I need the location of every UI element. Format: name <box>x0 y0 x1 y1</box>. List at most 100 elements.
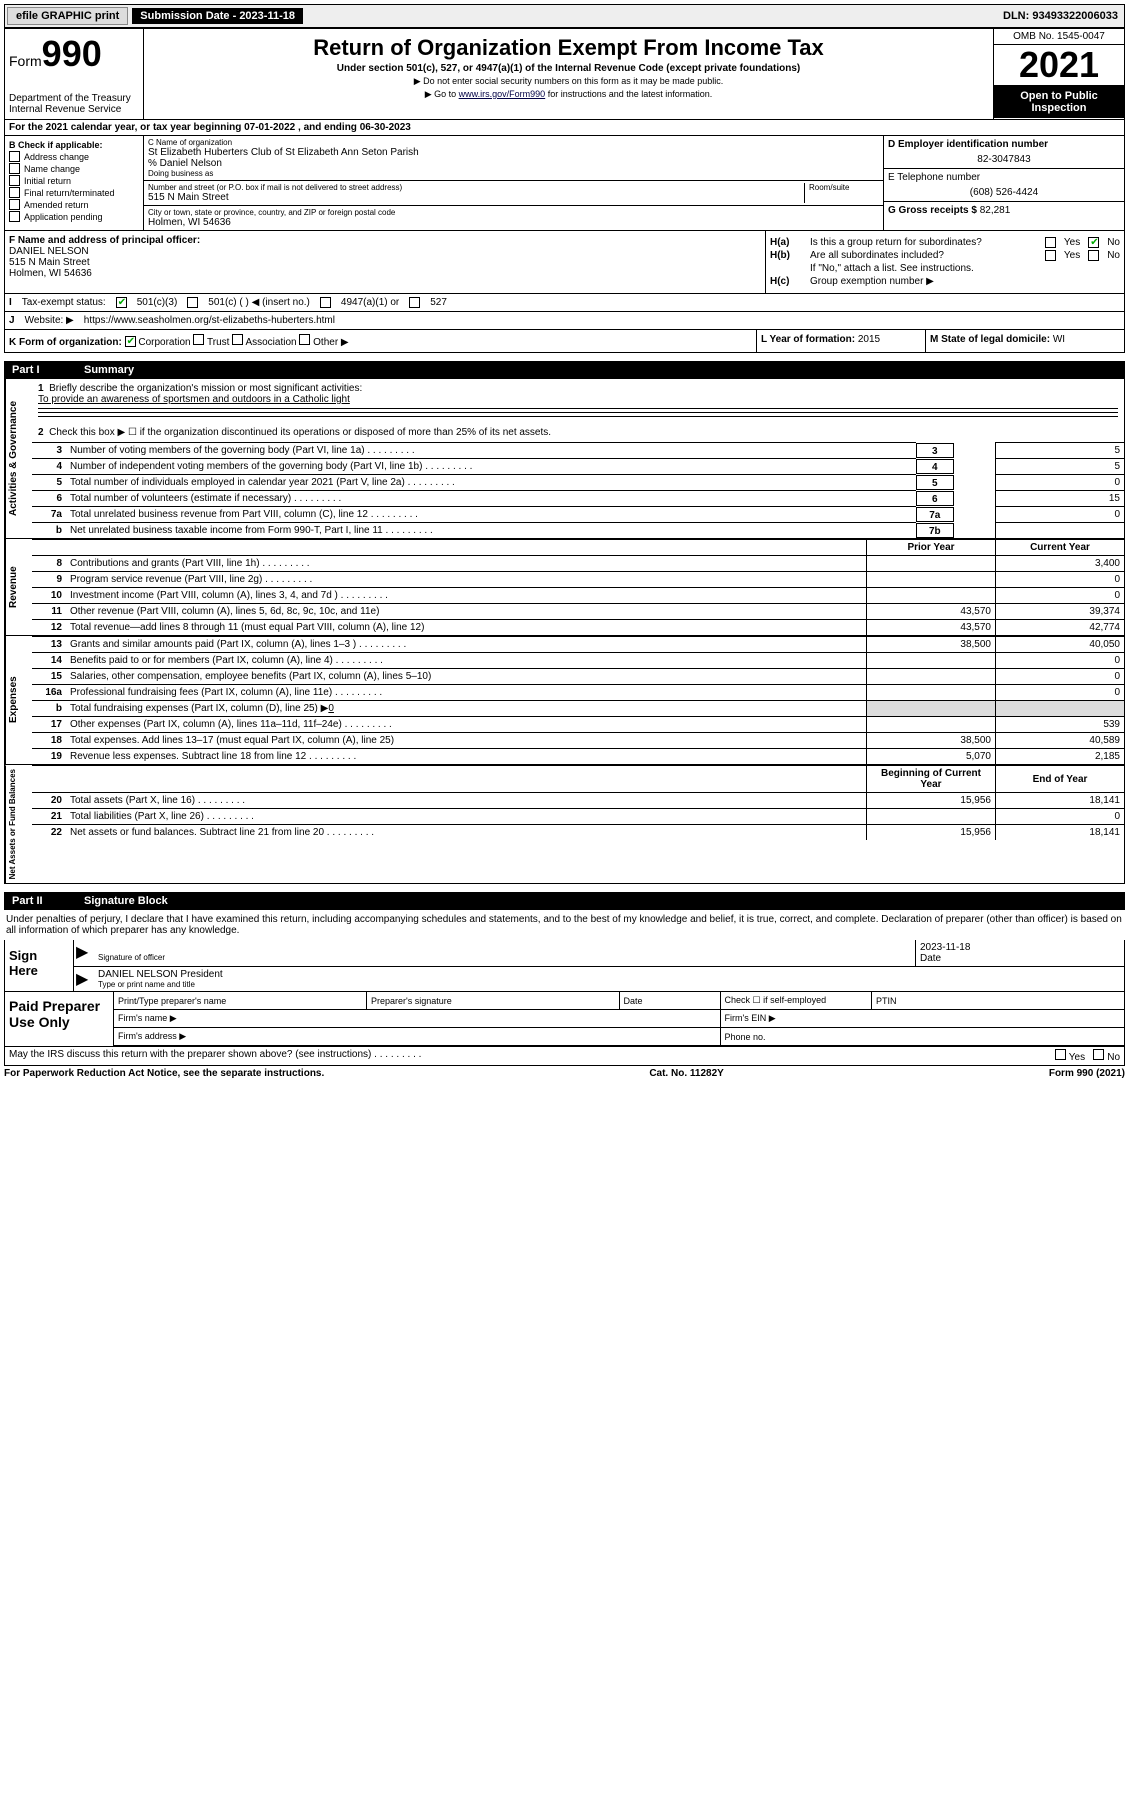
row-klm: K Form of organization: Corporation Trus… <box>4 330 1125 353</box>
chk-other[interactable] <box>299 334 310 345</box>
v18c: 40,589 <box>996 733 1125 749</box>
v10c: 0 <box>996 588 1125 604</box>
gross-receipts: 82,281 <box>980 205 1011 216</box>
officer-city: Holmen, WI 54636 <box>9 268 761 279</box>
v19p: 5,070 <box>867 749 996 765</box>
prep-date-hdr: Date <box>619 992 720 1010</box>
hb-no[interactable] <box>1088 250 1099 261</box>
row-ij: I Tax-exempt status: 501(c)(3) 501(c) ( … <box>4 294 1125 330</box>
part2-header: Part II Signature Block <box>4 892 1125 910</box>
line1-label: Briefly describe the organization's miss… <box>49 383 362 394</box>
street: 515 N Main Street <box>148 192 804 203</box>
dept-treasury: Department of the Treasury <box>9 93 139 104</box>
chk-501c3[interactable] <box>116 297 127 308</box>
form-title: Return of Organization Exempt From Incom… <box>152 35 985 61</box>
chk-527[interactable] <box>409 297 420 308</box>
phone: (608) 526-4424 <box>888 187 1120 198</box>
v20c: 18,141 <box>996 793 1125 809</box>
b-label: B Check if applicable: <box>9 140 139 150</box>
paid-table: Print/Type preparer's name Preparer's si… <box>114 992 1124 1046</box>
year-formation: 2015 <box>858 334 880 345</box>
chk-assoc[interactable] <box>232 334 243 345</box>
website: https://www.seasholmen.org/st-elizabeths… <box>84 315 335 326</box>
ha-text: Is this a group return for subordinates? <box>810 237 1045 248</box>
f-label: F Name and address of principal officer: <box>9 235 761 246</box>
ha-yes[interactable] <box>1045 237 1056 248</box>
chk-501c[interactable] <box>187 297 198 308</box>
note-ssn: ▶ Do not enter social security numbers o… <box>152 76 985 87</box>
v19c: 2,185 <box>996 749 1125 765</box>
c-name-label: C Name of organization <box>148 138 879 147</box>
discuss-yes[interactable] <box>1055 1049 1066 1060</box>
block-bcde: B Check if applicable: Address change Na… <box>4 136 1125 231</box>
chk-amended[interactable] <box>9 199 20 210</box>
revenue-section: Revenue Prior YearCurrent Year 8Contribu… <box>4 539 1125 636</box>
efile-button[interactable]: efile GRAPHIC print <box>7 7 128 25</box>
declaration: Under penalties of perjury, I declare th… <box>4 910 1125 940</box>
omb-number: OMB No. 1545-0047 <box>994 29 1124 45</box>
arrow-icon: ▶ <box>74 940 94 966</box>
officer-name: DANIEL NELSON <box>9 246 761 257</box>
v12p: 43,570 <box>867 620 996 636</box>
val-7a: 0 <box>996 507 1125 523</box>
chk-name[interactable] <box>9 163 20 174</box>
chk-4947[interactable] <box>320 297 331 308</box>
care-of: % Daniel Nelson <box>148 158 879 169</box>
v20p: 15,956 <box>867 793 996 809</box>
k-label: K Form of organization: <box>9 337 122 348</box>
revenue-table: Prior YearCurrent Year 8Contributions an… <box>32 539 1124 635</box>
header-left: Form 990 Department of the Treasury Inte… <box>5 29 144 119</box>
m-label: M State of legal domicile: <box>930 334 1050 345</box>
top-bar: efile GRAPHIC print Submission Date - 20… <box>4 4 1125 28</box>
hb-yes[interactable] <box>1045 250 1056 261</box>
irs-link[interactable]: www.irs.gov/Form990 <box>459 89 546 99</box>
discuss-no[interactable] <box>1093 1049 1104 1060</box>
org-name: St Elizabeth Huberters Club of St Elizab… <box>148 147 879 158</box>
irs-label: Internal Revenue Service <box>9 104 139 115</box>
firm-ein-label: Firm's EIN ▶ <box>720 1010 1124 1028</box>
firm-addr-label: Firm's address ▶ <box>114 1028 720 1046</box>
col-current: Current Year <box>996 540 1125 556</box>
col-de: D Employer identification number 82-3047… <box>883 136 1124 230</box>
chk-initial[interactable] <box>9 175 20 186</box>
ein: 82-3047843 <box>888 154 1120 165</box>
dln: DLN: 93493322006033 <box>1003 10 1122 22</box>
netassets-table: Beginning of Current YearEnd of Year 20T… <box>32 765 1124 840</box>
part1-body: Activities & Governance 1 Briefly descri… <box>4 379 1125 539</box>
tab-netassets: Net Assets or Fund Balances <box>5 765 32 883</box>
ha-no[interactable] <box>1088 237 1099 248</box>
v11c: 39,374 <box>996 604 1125 620</box>
val-4: 5 <box>996 459 1125 475</box>
firm-name-label: Firm's name ▶ <box>114 1010 720 1028</box>
col-boy: Beginning of Current Year <box>867 766 996 793</box>
prep-self-hdr: Check ☐ if self-employed <box>720 992 872 1010</box>
arrow-icon: ▶ <box>74 967 94 991</box>
v21c: 0 <box>996 809 1125 825</box>
hc-text: Group exemption number ▶ <box>810 276 1120 287</box>
chk-final[interactable] <box>9 187 20 198</box>
prep-ptin-hdr: PTIN <box>872 992 1125 1010</box>
chk-trust[interactable] <box>193 334 204 345</box>
v14c: 0 <box>996 653 1125 669</box>
col-f-officer: F Name and address of principal officer:… <box>5 231 766 293</box>
col-eoy: End of Year <box>996 766 1125 793</box>
chk-address[interactable] <box>9 151 20 162</box>
chk-corp[interactable] <box>125 336 136 347</box>
footer-mid: Cat. No. 11282Y <box>649 1068 723 1079</box>
row-a-period: For the 2021 calendar year, or tax year … <box>4 120 1125 136</box>
expenses-section: Expenses 13Grants and similar amounts pa… <box>4 636 1125 765</box>
i-label: Tax-exempt status: <box>22 297 106 308</box>
footer-left: For Paperwork Reduction Act Notice, see … <box>4 1068 324 1079</box>
sign-date: 2023-11-18 <box>920 942 1120 953</box>
netassets-section: Net Assets or Fund Balances Beginning of… <box>4 765 1125 884</box>
block-fh: F Name and address of principal officer:… <box>4 231 1125 294</box>
v17c: 539 <box>996 717 1125 733</box>
v13c: 40,050 <box>996 637 1125 653</box>
v18p: 38,500 <box>867 733 996 749</box>
note-link: ▶ Go to www.irs.gov/Form990 for instruct… <box>152 89 985 100</box>
chk-pending[interactable] <box>9 211 20 222</box>
paid-label: Paid Preparer Use Only <box>5 992 114 1046</box>
col-prior: Prior Year <box>867 540 996 556</box>
firm-phone-label: Phone no. <box>720 1028 1124 1046</box>
val-6: 15 <box>996 491 1125 507</box>
